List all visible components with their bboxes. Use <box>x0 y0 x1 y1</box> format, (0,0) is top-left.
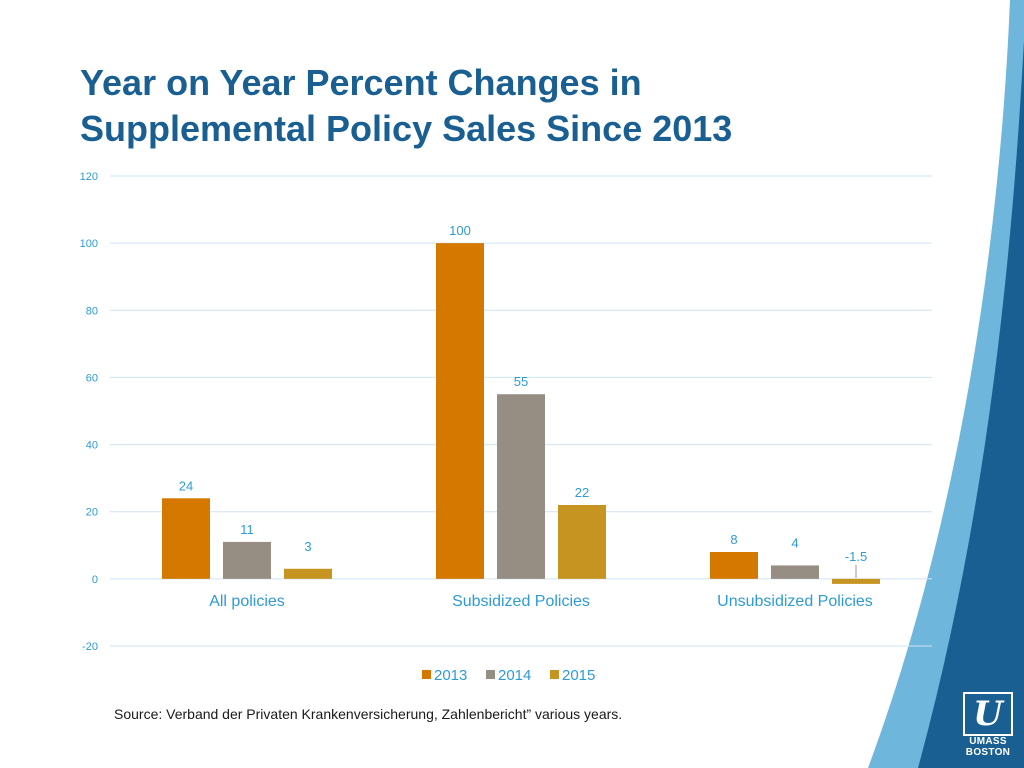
legend-label: 2013 <box>434 667 467 684</box>
y-tick-label: 0 <box>92 574 98 586</box>
data-label: 8 <box>730 532 737 547</box>
data-label: 4 <box>791 535 798 550</box>
x-category-label: Unsubsidized Policies <box>717 593 873 610</box>
title-line-2: Supplemental Policy Sales Since 2013 <box>80 108 733 149</box>
legend-swatch-2013 <box>422 670 431 679</box>
umass-boston-logo: U UMASS BOSTON <box>962 692 1014 758</box>
logo-text-boston: BOSTON <box>965 747 1011 758</box>
data-label: 3 <box>304 539 311 554</box>
y-tick-label: 20 <box>86 507 98 519</box>
slide-title: Year on Year Percent Changes in Suppleme… <box>80 60 900 152</box>
legend-label: 2015 <box>562 667 595 684</box>
data-label: 11 <box>240 522 254 537</box>
bar-2015 <box>832 578 880 584</box>
x-category-label: Subsidized Policies <box>452 593 590 610</box>
bar-2013 <box>162 498 210 579</box>
x-category-label: All policies <box>209 593 285 610</box>
data-label: 22 <box>575 485 589 500</box>
legend-label: 2014 <box>498 667 531 684</box>
bar-2014 <box>771 565 819 579</box>
bar-2013 <box>436 243 484 579</box>
bar-2015 <box>558 505 606 579</box>
y-tick-label: 100 <box>80 238 98 250</box>
data-label: 24 <box>179 478 193 493</box>
bar-2014 <box>223 541 271 579</box>
y-tick-label: 60 <box>86 372 98 384</box>
data-label: 100 <box>449 223 471 238</box>
title-line-1: Year on Year Percent Changes in <box>80 62 642 103</box>
data-label: 55 <box>514 374 528 389</box>
bar-2014 <box>497 394 545 579</box>
source-note: Source: Verband der Privaten Krankenvers… <box>114 706 623 722</box>
legend-swatch-2015 <box>550 670 559 679</box>
legend-swatch-2014 <box>486 670 495 679</box>
bar-2013 <box>710 552 758 579</box>
umass-u-mark-icon: U <box>963 692 1013 736</box>
y-tick-label: 40 <box>86 440 98 452</box>
y-tick-label: 80 <box>86 305 98 317</box>
data-label: -1.5 <box>845 549 867 564</box>
y-tick-label: 120 <box>80 171 98 183</box>
brand-swoosh-dark <box>918 40 1024 768</box>
y-tick-label: -20 <box>82 641 98 653</box>
bar-2015 <box>284 568 332 579</box>
logo-text-umass: UMASS <box>969 736 1007 747</box>
